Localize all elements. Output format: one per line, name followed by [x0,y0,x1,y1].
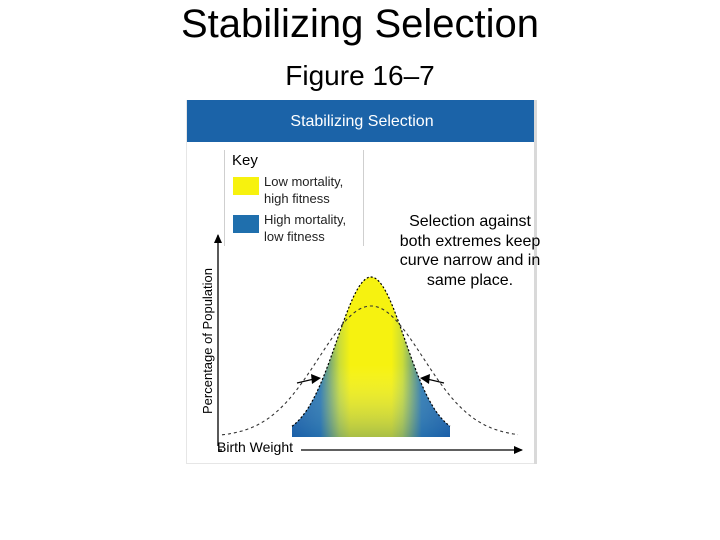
key-label-high-fitness-line1: Low mortality, [264,174,344,189]
key-label-high-fitness-line2: high fitness [264,191,330,206]
panel-shadow [534,100,537,464]
figure-header: Stabilizing Selection [187,100,537,142]
key-title: Key [232,152,258,169]
original-distribution-curve [221,305,519,436]
key-label-low-fitness-line2: low fitness [264,229,325,244]
key-label-low-fitness-line1: High mortality, [264,212,347,227]
narrow-curve-outline [291,276,451,427]
narrow-distribution-shade [292,277,450,437]
swatch-high-fitness [233,177,259,195]
left-selection-arrow [296,374,321,384]
slide-subtitle: Figure 16–7 [285,60,435,91]
key-label-high-fitness: Low mortality, high fitness [264,173,364,207]
swatch-low-fitness [233,215,259,233]
key-label-low-fitness: High mortality, low fitness [264,211,364,245]
x-axis-label: Birth Weight [217,439,293,455]
y-axis-label: Percentage of Population [200,268,215,414]
right-selection-arrow [420,374,445,384]
selection-note: Selection against both extremes keep cur… [399,213,541,289]
figure-header-title: Stabilizing Selection [290,113,434,130]
slide-title: Stabilizing Selection [181,2,539,46]
